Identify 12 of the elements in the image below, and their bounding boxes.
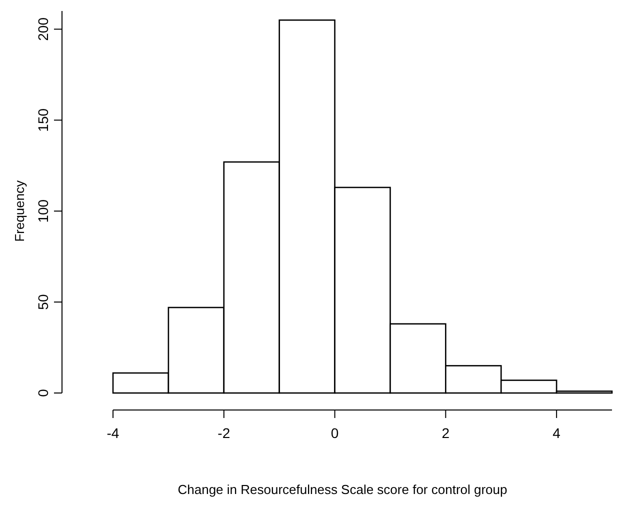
x-tick-label: -2 [218,425,230,441]
y-tick-label: 200 [35,17,51,41]
x-tick-label: 2 [442,425,450,441]
x-tick-label: -4 [106,425,120,441]
y-axis-title: Frequency [12,180,27,242]
y-tick-label: 100 [35,199,51,223]
x-axis-title: Change in Resourcefulness Scale score for control group [178,482,508,497]
x-tick-label: 4 [552,425,561,441]
y-tick-label: 50 [35,294,51,310]
y-tick-label: 0 [35,388,51,397]
y-tick-label: 150 [35,108,51,132]
x-tick-label: 0 [330,425,339,441]
